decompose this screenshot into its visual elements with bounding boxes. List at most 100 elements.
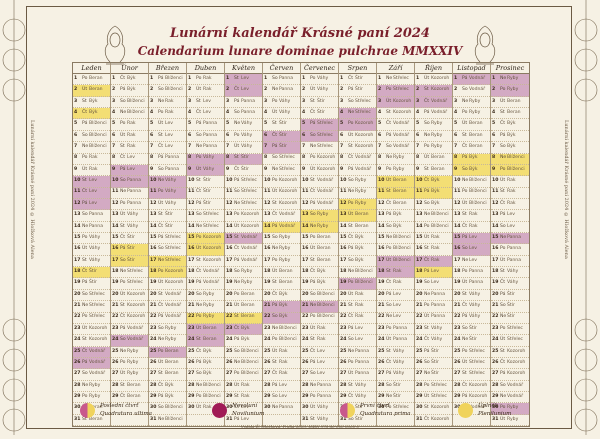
weekday: So — [158, 87, 164, 93]
zodiac-sign: Váhy — [279, 98, 291, 104]
weekday: Ne — [82, 382, 89, 388]
zodiac-sign: Beran — [89, 75, 103, 81]
day-cell: 20 Út Rak — [339, 290, 376, 302]
day-cell: 25 Po Beran — [149, 346, 186, 358]
day-cell: 20 St Vodnář — [149, 290, 186, 302]
weekday: Út — [424, 234, 430, 240]
day-number: 13 — [454, 212, 461, 218]
weekday: Po — [310, 155, 316, 161]
day-number: 3 — [264, 98, 268, 104]
weekday: Út — [82, 166, 88, 172]
day-cell — [111, 403, 148, 415]
zodiac-sign: Ryby — [127, 371, 139, 377]
weekday: Ne — [386, 155, 393, 161]
weekday: So — [196, 291, 202, 297]
month-column-4: Duben 1 Po Rak 2 Út Rak 3 St Lev 4 Čt Lev 5 Pá Panna 6 So… — [187, 63, 225, 427]
zodiac-sign: Beran — [89, 405, 103, 411]
day-number: 9 — [150, 166, 154, 172]
zodiac-sign: Ryby — [431, 144, 443, 150]
day-cell: 27 So Býk — [187, 369, 224, 381]
day-cell: 26 Po Panna — [339, 358, 376, 370]
day-cell: 7 St Kozoroh — [339, 142, 376, 154]
day-cell: 25 Út Rak — [263, 347, 300, 358]
zodiac-sign: Rak — [279, 359, 288, 365]
weekday: Čt — [386, 121, 392, 127]
zodiac-sign: Ryby — [431, 132, 443, 138]
weekday: St — [500, 348, 505, 354]
calendar-grid: Leden 1 Po Beran 2 Út Beran 3 St Býk 4 Čt Býk 5 Pá Blíž… — [72, 62, 530, 427]
weekday: Út — [500, 257, 506, 263]
day-cell: 1 So Panna — [263, 74, 300, 86]
weekday: Čt — [196, 268, 202, 274]
day-number: 16 — [188, 246, 195, 252]
day-cell: 9 So Panna — [149, 165, 186, 177]
zodiac-sign: Rak — [165, 98, 174, 104]
zodiac-sign: Beran — [317, 246, 331, 252]
weekday: Út — [82, 87, 88, 93]
legend-latin-label: Quadratura ultima — [100, 411, 152, 417]
day-cell: 6 Út Kozoroh — [339, 131, 376, 143]
day-number: 13 — [264, 212, 271, 218]
weekday: St — [234, 234, 239, 240]
day-number: 23 — [188, 325, 195, 331]
day-cell: 29 Čt Beran — [111, 392, 148, 404]
day-number: 30 — [150, 405, 157, 411]
zodiac-sign: Blíženci — [165, 405, 183, 411]
day-number: 24 — [378, 337, 385, 343]
zodiac-sign: Panna — [431, 303, 446, 309]
day-cell: 21 Čt Váhy — [453, 301, 490, 313]
day-number: 18 — [492, 268, 499, 274]
weekday: St — [310, 337, 315, 343]
weekday: Ne — [234, 200, 241, 206]
weekday: So — [158, 246, 164, 252]
weekday: Út — [310, 166, 316, 172]
day-number: 14 — [492, 223, 499, 229]
day-cell: 12 Čt Rak — [491, 199, 529, 211]
month-header: Srpen — [339, 63, 376, 74]
zodiac-sign: Beran — [469, 132, 483, 138]
day-number: 8 — [340, 155, 344, 161]
day-cell: 11 So Střelec — [225, 188, 262, 199]
day-cell: 12 Čt Beran — [377, 199, 414, 211]
day-number: 19 — [378, 280, 385, 286]
weekday: Čt — [234, 246, 240, 252]
zodiac-sign: Lev — [393, 303, 402, 309]
month-column-3: Březen 1 Pá Blíženci 2 So Blíženci 3 Ne Rak 4 Po Rak… — [149, 63, 187, 427]
day-number: 1 — [112, 75, 116, 81]
day-number: 1 — [454, 75, 458, 81]
weekday: St — [120, 144, 125, 150]
weekday: So — [272, 393, 278, 399]
day-cell: 3 St Býk — [73, 97, 110, 109]
zodiac-sign: Kozoroh — [431, 75, 450, 81]
zodiac-sign: Štír — [507, 291, 515, 297]
zodiac-sign: Rak — [393, 268, 402, 274]
day-cell: 15 Čt Býk — [339, 233, 376, 245]
zodiac-sign: Býk — [203, 348, 212, 354]
zodiac-sign: Váhy — [355, 393, 367, 399]
day-number: 7 — [302, 144, 306, 150]
zodiac-sign: Váhy — [469, 291, 481, 297]
zodiac-sign: Váhy — [355, 382, 367, 388]
day-cell: 21 Ne Blíženci — [301, 301, 338, 313]
day-number: 6 — [150, 132, 154, 138]
day-cell: 31 Ne Blíženci — [149, 415, 186, 427]
day-number: 4 — [264, 109, 268, 115]
day-number: 29 — [188, 393, 195, 399]
weekday: Čt — [272, 291, 278, 297]
day-cell: 6 So Panna — [187, 131, 224, 143]
weekday: St — [310, 257, 315, 263]
day-number: 9 — [74, 166, 78, 172]
zodiac-sign: Ryby — [127, 348, 139, 354]
zodiac-sign: Kozoroh — [393, 109, 412, 115]
weekday: Ne — [120, 109, 127, 115]
weekday: Út — [158, 121, 164, 127]
day-number: 10 — [74, 178, 81, 184]
day-number: 21 — [416, 303, 423, 309]
day-cell: 8 Ne Ryby — [377, 154, 414, 165]
day-number: 12 — [188, 200, 195, 206]
weekday: St — [82, 416, 87, 422]
day-cell: 2 Pá Štír — [339, 85, 376, 97]
weekday: Po — [120, 359, 126, 365]
zodiac-sign: Býk — [127, 75, 136, 81]
day-cell: 28 Čt Býk — [149, 381, 186, 393]
